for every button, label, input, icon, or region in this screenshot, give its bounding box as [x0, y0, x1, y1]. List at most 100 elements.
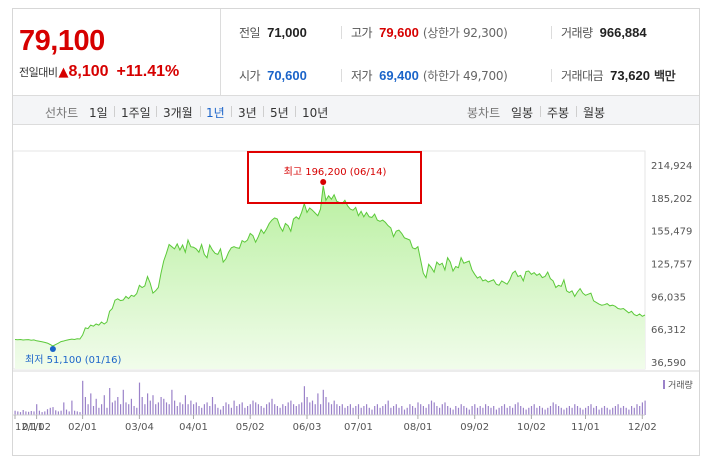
- period-3month[interactable]: 3개월: [163, 106, 193, 120]
- divider: [551, 69, 552, 82]
- period-10year[interactable]: 10년: [302, 106, 329, 120]
- volume-bar: [247, 406, 249, 415]
- volume-bar: [641, 402, 643, 415]
- volume-bar: [558, 406, 560, 415]
- volume-bar: [195, 402, 197, 415]
- volume-bar: [84, 397, 86, 415]
- volume-bar: [28, 411, 30, 415]
- volume-bar: [509, 406, 511, 415]
- volume-bar: [539, 406, 541, 415]
- volume-bar: [19, 412, 22, 415]
- volume-bar: [495, 409, 497, 415]
- volume-bar: [41, 412, 43, 415]
- volume-bar: [120, 404, 122, 415]
- volume-bar: [284, 406, 287, 415]
- volume-bar: [463, 406, 465, 415]
- divider: [576, 106, 577, 117]
- volume-bar: [412, 406, 414, 415]
- volume-bar: [387, 400, 389, 415]
- candle-daily[interactable]: 일봉: [511, 106, 534, 120]
- volume-bar: [298, 404, 300, 415]
- period-1week[interactable]: 1주일: [121, 106, 151, 120]
- volume-bar: [249, 404, 251, 415]
- volume-bar: [225, 402, 227, 415]
- volume-bar: [276, 406, 278, 415]
- period-1year[interactable]: 1년: [206, 106, 225, 120]
- up-arrow-icon: ▲: [58, 65, 69, 80]
- price-summary: 79,100 전일대비 ▲ 8,100 +11.41%: [13, 9, 221, 95]
- volume-bar: [244, 407, 246, 415]
- volume-bar: [228, 404, 230, 415]
- stat-open: 시가 70,600: [239, 67, 307, 84]
- volume-bar: [439, 407, 441, 415]
- volume-bar: [582, 409, 584, 415]
- volume-bar: [38, 410, 40, 415]
- volume-bar: [593, 407, 595, 415]
- volume-bar: [147, 393, 149, 415]
- change-label: 전일대비: [19, 66, 58, 79]
- high-highlight-box: [247, 151, 422, 204]
- volume-bar: [230, 407, 232, 415]
- volume-bar: [549, 406, 552, 415]
- volume-bar: [220, 409, 222, 415]
- low-marker: [49, 346, 56, 352]
- volume-bar: [622, 406, 625, 415]
- x-tick-label: 09/02: [460, 422, 489, 433]
- volume-bar: [395, 404, 397, 415]
- volume-bar: [625, 407, 627, 415]
- volume-bar: [111, 402, 113, 415]
- volume-bar: [287, 402, 289, 415]
- y-tick-label: 36,590: [651, 358, 686, 369]
- volume-bar: [106, 407, 108, 415]
- volume-bar: [303, 386, 305, 415]
- volume-bar: [544, 409, 546, 415]
- volume-bar: [201, 407, 203, 415]
- divider: [200, 106, 201, 117]
- volume-bar: [325, 397, 327, 415]
- candle-monthly[interactable]: 월봉: [583, 106, 606, 120]
- x-tick-label: 06/03: [293, 422, 322, 433]
- volume-bar: [384, 404, 387, 415]
- volume-bar: [314, 404, 316, 415]
- line-chart-label: 선차트: [45, 106, 79, 120]
- stat-label: 시가: [239, 69, 261, 83]
- volume-bar: [125, 402, 127, 415]
- volume-bar: [466, 407, 468, 415]
- period-5year[interactable]: 5년: [270, 106, 289, 120]
- volume-bar: [598, 409, 600, 415]
- period-1day[interactable]: 1일: [89, 106, 108, 120]
- volume-legend-swatch: [663, 380, 665, 389]
- volume-bar: [633, 407, 635, 415]
- volume-bar: [92, 406, 95, 415]
- candle-weekly[interactable]: 주봉: [547, 106, 570, 120]
- volume-bar: [479, 406, 481, 415]
- volume-bar: [525, 409, 527, 415]
- volume-bar: [355, 406, 357, 415]
- volume-bar: [176, 406, 178, 415]
- period-3year[interactable]: 3년: [238, 106, 257, 120]
- volume-bar: [617, 404, 619, 415]
- volume-bar: [22, 410, 24, 415]
- stat-value: 79,600: [379, 25, 419, 40]
- volume-bar: [536, 407, 538, 415]
- upper-limit: (상한가 92,300): [422, 26, 508, 40]
- volume-bar: [366, 404, 368, 415]
- volume-bar: [306, 397, 308, 415]
- volume-bar: [60, 410, 62, 415]
- y-tick-label: 185,202: [651, 194, 692, 205]
- low-annotation: 최저 51,100 (01/16): [25, 354, 121, 366]
- volume-bar: [63, 402, 65, 415]
- volume-bar: [182, 404, 184, 415]
- volume-bar: [301, 402, 303, 415]
- price-line: [14, 185, 646, 347]
- volume-bar: [109, 388, 111, 415]
- volume-bar: [571, 407, 573, 415]
- volume-bar: [468, 409, 470, 415]
- volume-bar: [398, 407, 400, 415]
- volume-bar: [157, 402, 159, 415]
- volume-bar: [403, 409, 406, 415]
- volume-bar: [168, 404, 170, 415]
- volume-bar: [628, 409, 630, 415]
- stat-high: 고가 79,600 (상한가 92,300): [351, 24, 508, 41]
- x-tick-label: 12/02: [628, 422, 657, 433]
